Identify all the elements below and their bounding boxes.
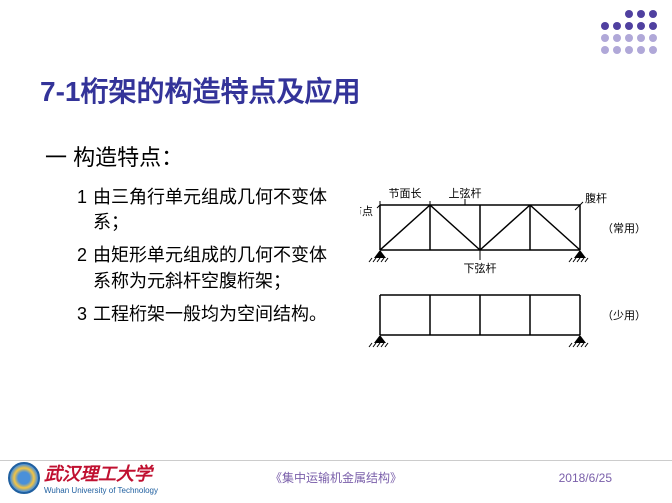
svg-text:节面长: 节面长 [389,187,422,200]
section-heading: 一 构造特点： [45,140,183,172]
svg-text:（常用）: （常用） [602,222,646,235]
svg-text:（少用）: （少用） [602,309,646,322]
list-item: 3工程桁架一般均为空间结构。 [45,302,335,327]
truss-svg: 节面长节点 上弦杆 腹杆下弦杆 （常用） （少用） [360,185,660,355]
svg-text:腹杆: 腹杆 [585,191,607,205]
university-logo: 武汉理工大学 Wuhan University of Technology [8,460,158,495]
svg-text:节点: 节点 [360,205,373,218]
footer-date: 2018/6/25 [559,471,612,485]
truss-diagram: 节面长节点 上弦杆 腹杆下弦杆 （常用） （少用） [360,185,660,360]
svg-text:下弦杆: 下弦杆 [464,261,497,275]
list-item: 2由矩形单元组成的几何不变体系称为元斜杆空腹桁架； [45,243,335,293]
logo-emblem [8,462,40,494]
university-name-en: Wuhan University of Technology [44,486,158,495]
list-item: 1由三角行单元组成几何不变体系； [45,185,335,235]
footer-source: 《集中运输机金属结构》 [270,469,402,486]
content-list: 1由三角行单元组成几何不变体系； 2由矩形单元组成的几何不变体系称为元斜杆空腹桁架… [45,185,335,335]
university-name: 武汉理工大学 [44,464,152,484]
footer: 武汉理工大学 Wuhan University of Technology 《集… [0,460,672,495]
svg-text:上弦杆: 上弦杆 [449,186,482,200]
slide-title: 7-1桁架的构造特点及应用 [40,70,360,110]
corner-dots-decoration [601,10,657,58]
